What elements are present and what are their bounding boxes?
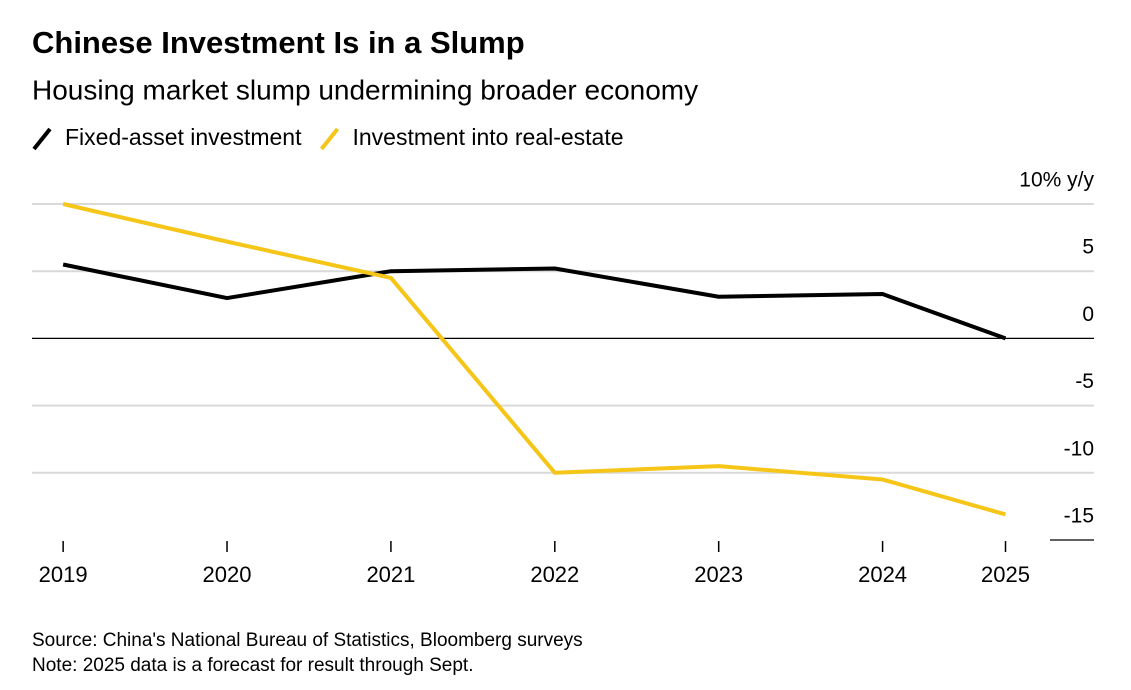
- chart-subtitle: Housing market slump undermining broader…: [32, 74, 698, 105]
- legend-label: Fixed-asset investment: [65, 124, 302, 150]
- line-series: [62, 262, 1007, 341]
- source: Source: China's National Bureau of Stati…: [32, 630, 583, 651]
- x-tick-label: 2024: [858, 562, 907, 587]
- y-tick-label: 5: [1082, 236, 1094, 259]
- x-tick-label: 2025: [981, 562, 1030, 587]
- y-tick-label: -15: [1064, 505, 1094, 528]
- legend-swatch: [319, 127, 340, 151]
- y-tick-label: 10% y/y: [1019, 169, 1094, 192]
- legend-swatch: [32, 127, 52, 151]
- chart-title: Chinese Investment Is in a Slump: [32, 25, 525, 60]
- x-tick-label: 2019: [39, 562, 88, 587]
- y-tick-label: 0: [1082, 303, 1094, 326]
- y-tick-label: -5: [1075, 370, 1094, 393]
- x-tick-label: 2022: [530, 562, 579, 587]
- note: Note: 2025 data is a forecast for result…: [32, 655, 473, 676]
- legend: Fixed-asset investment Investment into re…: [32, 124, 624, 151]
- line-series: [62, 202, 1007, 517]
- x-tick-label: 2021: [366, 562, 415, 587]
- legend-label: Investment into real-estate: [352, 124, 623, 150]
- x-tick-label: 2023: [694, 562, 743, 587]
- x-tick-label: 2020: [203, 562, 252, 587]
- y-tick-label: -10: [1064, 437, 1094, 460]
